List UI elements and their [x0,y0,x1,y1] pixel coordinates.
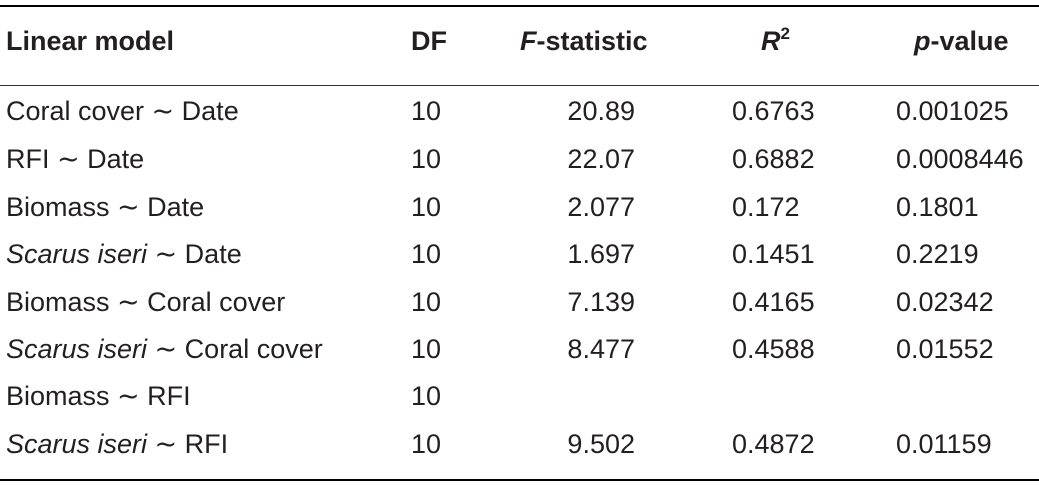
cell-r-squared: 0.6882 [732,144,815,174]
table-header-rule [0,85,1039,86]
cell-r-squared: 0.1451 [732,239,815,269]
cell-df: 10 [411,96,442,126]
cell-df: 10 [411,334,442,364]
header-f-italic: F [520,26,537,56]
header-r-sup: 2 [780,24,790,43]
header-r-squared: R2 [761,25,790,56]
cell-p-value: 0.02342 [896,287,994,317]
cell-model: Scarus iseri ∼ RFI [6,431,228,458]
cell-p-value: 0.0008446 [896,144,1024,174]
cell-r-squared: 0.6763 [732,96,815,126]
cell-f-statistic: 7.139 [567,287,635,317]
model-text: Biomass ∼ Coral cover [6,287,286,317]
cell-p-value: 0.01552 [896,334,994,364]
header-p-italic: p [914,26,931,56]
header-linear-model: Linear model [6,26,175,56]
cell-model: RFI ∼ Date [6,146,144,173]
header-p-value: p-value [914,28,1009,55]
cell-r-squared: 0.172 [732,192,800,222]
cell-model: Biomass ∼ Coral cover [6,289,285,316]
cell-model: Scarus iseri ∼ Date [6,241,242,268]
header-f-rest: -statistic [536,26,648,56]
header-p-rest: -value [930,26,1009,56]
species-name: Scarus iseri [6,239,148,269]
cell-f-statistic: 8.477 [567,334,635,364]
header-r-italic: R [761,26,781,56]
cell-p-value: 0.2219 [896,239,979,269]
cell-model: Scarus iseri ∼ Coral cover [6,336,323,363]
cell-f-statistic: 9.502 [567,429,635,459]
cell-df: 10 [411,192,442,222]
species-name: Scarus iseri [6,429,148,459]
cell-p-value: 0.01159 [896,429,992,459]
species-name: Scarus iseri [6,334,148,364]
cell-f-statistic: 2.077 [567,192,635,222]
table-bottom-rule [0,479,1039,481]
model-text: Coral cover ∼ Date [6,96,239,126]
cell-p-value: 0.1801 [896,192,979,222]
cell-r-squared: 0.4588 [732,334,815,364]
model-text: ∼ Coral cover [147,334,323,364]
header-f-statistic: F-statistic [520,28,648,55]
cell-df: 10 [411,144,442,174]
cell-df: 10 [411,239,442,269]
cell-f-statistic: 1.697 [567,239,635,269]
cell-p-value: 0.001025 [896,96,1009,126]
model-text: ∼ Date [147,239,242,269]
cell-df: 10 [411,381,442,411]
cell-r-squared: 0.4872 [732,429,815,459]
cell-f-statistic: 22.07 [567,144,635,174]
model-text: RFI ∼ Date [6,144,145,174]
model-text: Biomass ∼ Date [6,192,205,222]
cell-f-statistic: 20.89 [567,96,635,126]
cell-df: 10 [411,287,442,317]
cell-r-squared: 0.4165 [732,287,815,317]
cell-model: Biomass ∼ Date [6,194,204,221]
model-text: Biomass ∼ RFI [6,381,191,411]
cell-model: Coral cover ∼ Date [6,98,239,125]
cell-model: Biomass ∼ RFI [6,383,191,410]
table-top-rule [0,5,1039,7]
model-text: ∼ RFI [147,429,229,459]
header-df: DF [411,26,447,56]
cell-df: 10 [411,429,442,459]
